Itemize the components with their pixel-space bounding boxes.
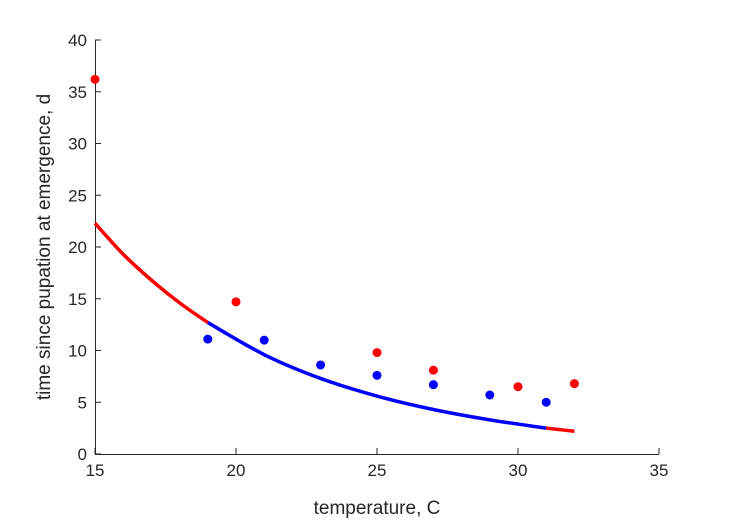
data-points — [90, 74, 579, 407]
y-tick-label: 5 — [78, 393, 87, 412]
x-tick-label: 15 — [86, 461, 105, 480]
y-ticks: 0 5 10 15 20 25 30 35 40 — [68, 31, 101, 464]
y-tick-label: 15 — [68, 290, 87, 309]
y-tick-label: 35 — [68, 83, 87, 102]
x-axis-label: temperature, C — [314, 498, 441, 519]
fit-curve-segment-4 — [546, 426, 575, 433]
x-ticks: 15 20 25 30 35 — [86, 448, 669, 480]
blue-data-point — [541, 397, 551, 407]
fit-curves — [93, 222, 575, 433]
y-tick-label: 25 — [68, 186, 87, 205]
fit-curve-segment-2 — [93, 222, 209, 324]
red-data-point — [90, 74, 100, 84]
blue-data-point — [485, 390, 495, 400]
blue-data-point — [372, 370, 382, 380]
blue-data-point — [428, 380, 438, 390]
blue-data-point — [316, 360, 326, 370]
y-tick-label: 0 — [78, 445, 87, 464]
blue-data-point — [203, 334, 213, 344]
red-data-point — [428, 365, 438, 375]
y-tick-label: 10 — [68, 342, 87, 361]
y-tick-label: 40 — [68, 31, 87, 50]
axes — [95, 40, 659, 455]
red-data-point — [513, 382, 523, 392]
blue-data-point — [259, 335, 269, 345]
x-tick-label: 35 — [650, 461, 669, 480]
x-tick-label: 30 — [509, 461, 528, 480]
x-tick-label: 25 — [368, 461, 387, 480]
red-data-point — [569, 379, 579, 389]
red-data-point — [231, 297, 241, 307]
y-tick-label: 20 — [68, 238, 87, 257]
y-axis-label: time since pupation at emergence, d — [34, 94, 55, 400]
y-tick-label: 30 — [68, 135, 87, 154]
red-data-point — [372, 348, 382, 358]
x-tick-label: 20 — [227, 461, 246, 480]
fit-curve-segment-3 — [206, 321, 547, 430]
